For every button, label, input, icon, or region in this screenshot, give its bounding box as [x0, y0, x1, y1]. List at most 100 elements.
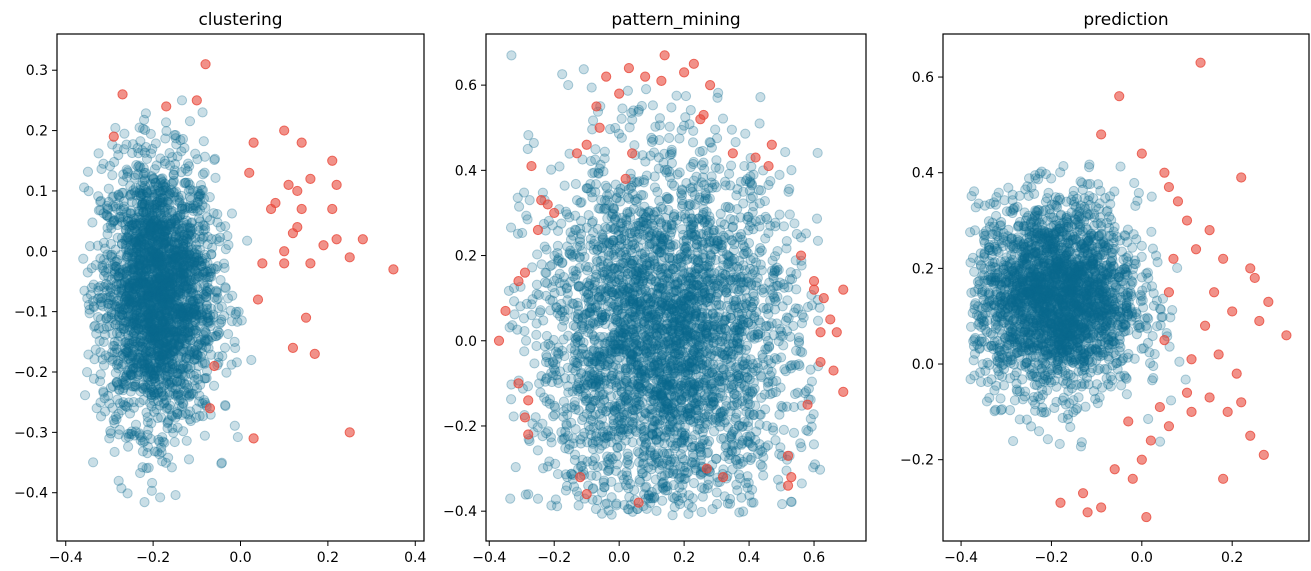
scatter-point	[87, 217, 98, 228]
scatter-point	[143, 215, 154, 226]
scatter-point	[185, 326, 196, 337]
scatter-point	[180, 232, 191, 243]
scatter-point	[167, 278, 178, 289]
scatter-point	[180, 338, 191, 349]
scatter-point	[79, 390, 91, 401]
scatter-point	[150, 362, 161, 373]
scatter-point	[198, 278, 209, 289]
scatter-point	[134, 206, 145, 217]
scatter-point	[168, 317, 179, 328]
scatter-point	[129, 301, 140, 312]
scatter-point	[159, 290, 171, 301]
scatter-point	[116, 350, 127, 362]
scatter-point	[168, 271, 179, 282]
scatter-point	[186, 284, 197, 295]
scatter-point	[101, 210, 112, 221]
scatter-point	[180, 202, 191, 213]
scatter-point	[140, 227, 151, 238]
scatter-point	[144, 300, 156, 311]
scatter-point	[162, 402, 173, 413]
scatter-point	[127, 267, 139, 279]
scatter-point	[195, 294, 206, 305]
scatter-point	[148, 370, 159, 382]
scatter-point	[176, 268, 188, 279]
scatter-point	[651, 505, 662, 516]
scatter-point	[219, 262, 230, 273]
scatter-point	[95, 293, 107, 304]
scatter-point	[170, 263, 181, 274]
scatter-point	[143, 294, 154, 305]
scatter-point	[163, 294, 174, 305]
scatter-point	[179, 370, 191, 381]
scatter-point	[170, 319, 181, 330]
scatter-point	[202, 286, 213, 297]
scatter-point	[144, 224, 155, 235]
scatter-point	[136, 236, 147, 247]
scatter-point	[189, 252, 200, 263]
scatter-point	[187, 259, 198, 270]
scatter-point	[148, 173, 159, 184]
scatter-point	[188, 205, 199, 217]
scatter-point	[146, 324, 158, 335]
scatter-point	[131, 271, 142, 282]
scatter-point	[164, 188, 175, 199]
scatter-point	[131, 159, 142, 171]
scatter-point	[142, 256, 153, 268]
scatter-point	[165, 221, 176, 233]
scatter-point	[161, 241, 172, 253]
scatter-point	[181, 275, 192, 286]
scatter-point	[124, 316, 136, 327]
scatter-point	[119, 276, 131, 287]
scatter-point	[590, 144, 601, 155]
scatter-point	[137, 188, 149, 200]
scatter-point	[209, 154, 220, 166]
scatter-point	[146, 318, 157, 330]
scatter-point	[156, 412, 167, 423]
scatter-point	[149, 388, 160, 400]
scatter-point	[95, 411, 107, 422]
scatter-point	[164, 272, 175, 283]
scatter-point	[143, 300, 154, 311]
scatter-point	[154, 350, 165, 362]
scatter-point	[140, 263, 151, 274]
scatter-point	[184, 249, 195, 260]
scatter-point	[164, 294, 175, 306]
scatter-point	[147, 300, 159, 311]
scatter-point	[126, 337, 138, 349]
scatter-point	[154, 273, 165, 285]
scatter-point	[159, 316, 170, 327]
scatter-point	[192, 154, 203, 165]
scatter-point	[107, 170, 118, 181]
scatter-point	[143, 242, 154, 253]
scatter-point	[210, 172, 221, 183]
scatter-point	[570, 178, 581, 190]
scatter-point	[172, 390, 183, 401]
scatter-point	[149, 227, 160, 239]
scatter-point-outlier	[279, 246, 290, 257]
scatter-point	[153, 434, 164, 445]
scatter-point	[125, 190, 136, 202]
scatter-point	[111, 343, 122, 354]
scatter-point	[590, 503, 602, 515]
scatter-point	[177, 256, 189, 267]
scatter-point	[145, 280, 157, 291]
scatter-point	[169, 272, 180, 283]
scatter-point	[155, 264, 166, 275]
scatter-point	[164, 366, 175, 377]
scatter-point	[179, 217, 190, 228]
scatter-point	[505, 493, 516, 504]
scatter-point	[610, 122, 621, 134]
scatter-point	[193, 225, 205, 236]
scatter-point	[121, 207, 132, 218]
scatter-point	[139, 436, 150, 447]
scatter-point	[521, 210, 532, 221]
scatter-point	[174, 400, 185, 411]
scatter-point	[106, 307, 117, 318]
scatter-point	[199, 151, 211, 162]
scatter-point	[136, 267, 147, 278]
scatter-point	[188, 296, 199, 307]
scatter-point-outlier	[257, 258, 268, 269]
scatter-point	[198, 136, 209, 147]
scatter-point	[171, 296, 182, 307]
scatter-point	[147, 271, 158, 282]
